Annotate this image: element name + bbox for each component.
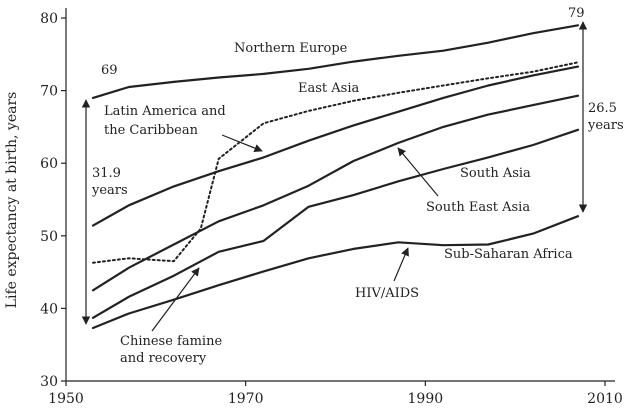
series-line-northern-europe	[91, 24, 580, 99]
x-tick-label: 1950	[48, 391, 84, 407]
y-tick-label: 70	[40, 84, 58, 100]
hiv-aids-pointer	[393, 247, 409, 282]
series-line-south-asia	[91, 128, 580, 319]
series-line-latin-america-and-the-caribbean	[91, 65, 580, 227]
x-tick-label: 2010	[587, 391, 623, 407]
y-axis-label: Life expectancy at birth, years	[4, 92, 20, 309]
famine-pointer	[151, 267, 200, 332]
label-south-east-asia: South East Asia	[426, 200, 530, 215]
annotation-gap-1952-value: 31.9	[92, 166, 121, 181]
series-line-east-asia	[92, 61, 579, 264]
label-sub-saharan-africa: Sub-Saharan Africa	[444, 247, 573, 262]
x-tick-label: 1970	[228, 391, 264, 407]
y-tick-label: 30	[40, 374, 58, 390]
annotation-famine-line2: and recovery	[120, 351, 207, 366]
annotation-hiv-aids: HIV/AIDS	[355, 286, 419, 301]
annotations: 69 79 31.9 years 26.5 years HIV/AIDS Chi…	[81, 6, 624, 366]
annotation-gap-2007-value: 26.5	[588, 101, 617, 116]
x-tick-label: 1990	[408, 391, 444, 407]
series-lines	[91, 24, 580, 330]
label-south-asia: South Asia	[460, 166, 531, 181]
annotation-gap-1952-unit: years	[91, 183, 128, 198]
latin-america-pointer	[221, 134, 263, 153]
label-northern-europe: Northern Europe	[234, 41, 348, 56]
axes	[65, 8, 615, 382]
y-ticks: 30 40 50 60 70 80	[40, 11, 66, 390]
y-tick-label: 80	[40, 11, 58, 27]
label-east-asia: East Asia	[298, 81, 359, 96]
south-east-asia-pointer	[397, 147, 439, 197]
label-latin-america-line1: Latin America and	[104, 104, 226, 119]
annotation-start-value: 69	[101, 63, 118, 78]
series-labels: Northern Europe East Asia Latin America …	[104, 41, 573, 262]
y-tick-label: 60	[40, 156, 58, 172]
y-tick-label: 50	[40, 229, 58, 245]
x-ticks: 1950 1970 1990 2010	[48, 381, 623, 407]
annotation-end-value: 79	[568, 6, 585, 21]
series-line-south-east-asia	[91, 94, 580, 292]
annotation-famine-line1: Chinese famine	[120, 334, 222, 349]
annotation-gap-2007-unit: years	[587, 118, 624, 133]
label-latin-america-line2: the Caribbean	[104, 123, 199, 138]
y-tick-label: 40	[40, 301, 58, 317]
series-line-sub-saharan-africa	[91, 215, 580, 330]
